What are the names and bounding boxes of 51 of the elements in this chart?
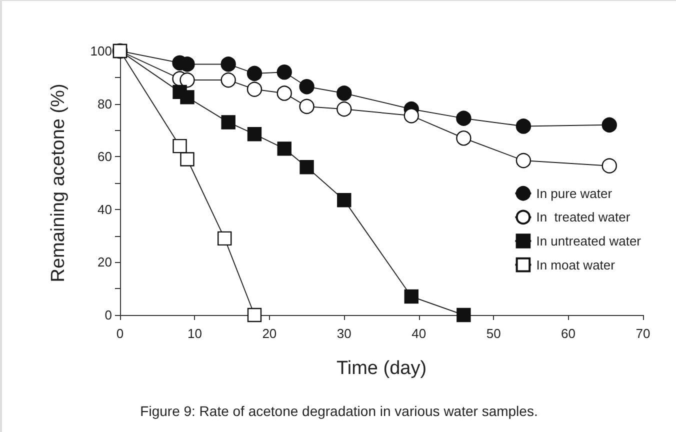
point (172, 138, 187, 154)
point (180, 72, 195, 88)
x-axis-title: Time (day) (336, 358, 427, 379)
point (220, 72, 236, 88)
point (180, 90, 194, 104)
point (456, 110, 472, 126)
point (337, 193, 352, 208)
x-tick-label: 40 (412, 326, 426, 341)
point (602, 117, 617, 133)
point (602, 158, 617, 174)
point (299, 79, 314, 94)
y-tick-label: 100 (90, 44, 112, 58)
point (404, 289, 418, 304)
point (247, 127, 262, 142)
legend-label: In treated water (536, 210, 631, 225)
point (336, 101, 352, 117)
point (276, 86, 292, 101)
point (300, 160, 314, 174)
point (247, 308, 262, 322)
point (276, 64, 292, 80)
point (180, 152, 194, 166)
point (221, 115, 236, 130)
point (277, 142, 292, 156)
point (246, 66, 262, 82)
point (220, 56, 236, 72)
y-tick-label: 60 (98, 149, 112, 164)
point (456, 308, 471, 322)
point (336, 86, 352, 101)
point (516, 118, 532, 134)
x-tick-label: 50 (486, 326, 501, 341)
y-tick-label: 40 (98, 202, 112, 217)
x-tick-label: 70 (636, 326, 650, 341)
y-tick-label: 0 (104, 308, 112, 322)
point (456, 130, 472, 146)
point (404, 108, 419, 124)
point (516, 152, 532, 168)
y-tick-label: 20 (98, 254, 112, 270)
x-tick-label: 60 (561, 326, 576, 341)
point (299, 98, 314, 114)
legend-label: In untreated water (536, 234, 642, 248)
point (246, 82, 262, 97)
caption: Figure 9: Rate of acetone degradation in various water samples. (140, 403, 538, 419)
x-tick-label: 0 (116, 326, 124, 341)
point (218, 231, 232, 246)
x-tick-label: 10 (187, 326, 202, 341)
y-tick-label: 80 (98, 96, 112, 112)
legend-label: In moat water (536, 257, 616, 272)
y-axis-title: Remaining acetone (%) (48, 84, 69, 282)
legend-label: In pure water (536, 186, 613, 201)
x-tick-label: 30 (336, 326, 352, 341)
x-tick-label: 20 (262, 326, 277, 341)
